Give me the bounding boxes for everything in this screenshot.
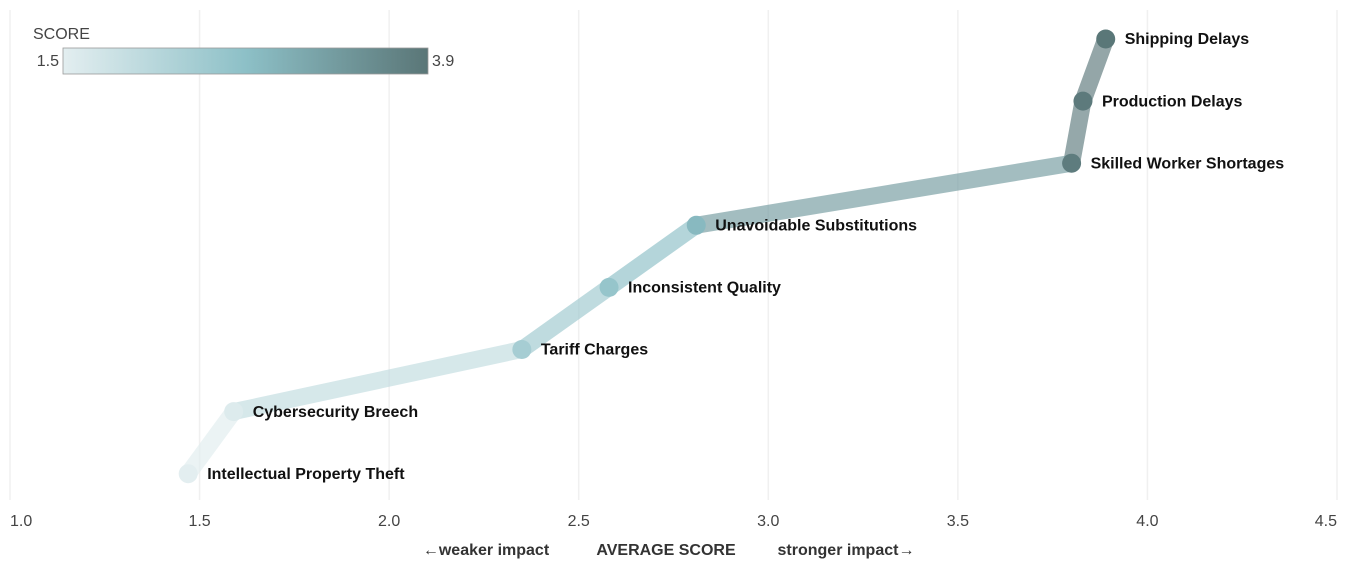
grid [9,10,1338,500]
point [1096,29,1116,49]
point-label: Unavoidable Substitutions [715,218,917,235]
legend-min: 1.5 [37,53,59,70]
x-tick-label: 1.0 [10,513,32,530]
x-tick-label: 4.0 [1136,513,1158,530]
point-group: Shipping Delays Production Delays Skilled … [178,29,1285,484]
x-tick-label: 2.5 [568,513,590,530]
line-segment [687,154,1081,234]
point [1073,91,1093,111]
point-label: Intellectual Property Theft [207,466,405,483]
x-tick-label: 3.0 [757,513,779,530]
line-segment [179,403,243,483]
line-segment [225,341,531,421]
point [686,215,706,235]
point-label: Inconsistent Quality [628,280,781,297]
point-label: Skilled Worker Shortages [1091,155,1285,172]
point [178,464,198,484]
x-tick-label: 1.5 [188,513,210,530]
line-segment [513,278,618,358]
point-label: Cybersecurity Breech [253,404,418,421]
legend-bar [62,47,429,75]
x-tick-label: 3.5 [947,513,969,530]
legend-title: SCORE [33,26,90,43]
annotation: ←weaker impact [423,542,550,559]
line-segment [600,216,705,296]
point [512,340,532,359]
annotation: stronger impact→ [778,542,915,559]
point [599,277,619,297]
x-axis-title: AVERAGE SCORE [596,542,736,559]
line-segment [1063,92,1092,172]
point-label: Tariff Charges [541,342,648,359]
x-tick-label: 4.5 [1315,513,1337,530]
line-segment [1074,30,1115,110]
point-label: Production Delays [1102,93,1243,110]
line-group [179,30,1115,483]
point-label: Shipping Delays [1125,31,1250,48]
point [224,402,244,422]
point [1062,153,1082,173]
x-tick-label: 2.0 [378,513,400,530]
legend-max: 3.9 [432,53,454,70]
